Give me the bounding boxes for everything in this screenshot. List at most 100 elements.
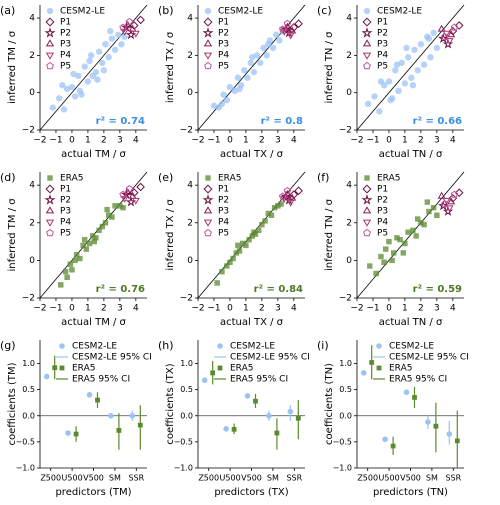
data-point xyxy=(230,255,236,262)
panel-label: (f) xyxy=(317,171,329,184)
data-point xyxy=(102,40,109,48)
y-tick-label: 0.5 xyxy=(22,385,35,394)
data-point xyxy=(424,199,430,205)
x-tick-label: 1 xyxy=(402,136,408,146)
x-tick-label: 3 xyxy=(117,136,123,146)
x-tick-label: 3 xyxy=(434,136,440,146)
data-point xyxy=(214,280,220,286)
x-tick-label: U500 xyxy=(62,474,83,483)
r2-annotation: r² = 0.59 xyxy=(413,284,462,295)
data-point xyxy=(62,269,69,275)
data-point xyxy=(131,30,140,38)
legend-label: CESM2-LE xyxy=(218,7,263,17)
x-tick-label: 4 xyxy=(133,136,139,146)
data-point xyxy=(385,78,393,85)
data-point xyxy=(421,221,427,228)
legend-label: P1 xyxy=(60,18,71,28)
y-tick-label: 4 xyxy=(346,181,352,191)
legend-marker xyxy=(363,228,371,237)
data-point xyxy=(404,54,412,61)
legend-label: P3 xyxy=(60,207,71,217)
y-tick-label: 0 xyxy=(346,88,352,98)
legend-label: CESM2-LE 95% CI xyxy=(72,353,152,363)
y-tick-label: 0.5 xyxy=(180,385,193,394)
data-point xyxy=(371,93,378,100)
data-point xyxy=(442,38,454,49)
data-point xyxy=(220,91,227,98)
data-point xyxy=(236,248,243,254)
data-point xyxy=(231,87,238,95)
x-tick-label: V500 xyxy=(83,474,104,483)
legend-label: ERA5 95% CI xyxy=(72,375,130,385)
data-point xyxy=(125,184,134,193)
coefficient-point xyxy=(65,430,71,436)
data-point xyxy=(78,91,85,98)
legend-label: ERA5 xyxy=(389,364,412,374)
data-point xyxy=(235,242,241,249)
data-point xyxy=(86,240,93,247)
legend-marker xyxy=(205,175,211,181)
panel-label: (i) xyxy=(317,339,329,352)
x-tick-label: 1 xyxy=(85,304,91,314)
data-point xyxy=(102,220,109,226)
x-tick-label: SM xyxy=(109,474,121,483)
x-tick-label: U500 xyxy=(220,474,241,483)
data-point xyxy=(409,82,417,89)
legend-label: ERA5 xyxy=(230,364,253,374)
y-tick-label: 0.0 xyxy=(22,411,35,420)
data-point xyxy=(219,269,225,275)
legend-label: ERA5 xyxy=(60,174,83,184)
legend-label: P5 xyxy=(218,229,229,239)
x-tick-label: 0 xyxy=(69,304,75,314)
data-point xyxy=(294,19,303,29)
data-point xyxy=(450,23,459,31)
data-point xyxy=(367,263,373,269)
data-point xyxy=(49,104,56,111)
data-point xyxy=(71,93,79,100)
coefficient-point xyxy=(108,412,114,419)
data-point xyxy=(236,85,243,93)
legend-label: P5 xyxy=(377,62,388,72)
data-point xyxy=(108,35,116,42)
y-tick-label: −2 xyxy=(180,126,193,136)
x-tick-label: −1 xyxy=(366,136,379,146)
x-tick-label: −2 xyxy=(350,304,363,314)
legend-marker xyxy=(204,7,212,15)
coefficient-point xyxy=(446,431,453,437)
data-point xyxy=(273,31,280,39)
data-point xyxy=(92,68,100,76)
data-point xyxy=(260,44,267,52)
legend-label: CESM2-LE xyxy=(60,7,105,17)
y-axis-label: inferred TN / σ xyxy=(324,198,335,271)
y-tick-label: 1.0 xyxy=(180,359,193,368)
legend-label: P3 xyxy=(218,207,229,217)
data-point xyxy=(86,57,93,65)
legend-marker xyxy=(46,61,54,70)
y-tick-label: 0 xyxy=(187,88,193,98)
data-point xyxy=(84,78,92,85)
data-point xyxy=(393,61,401,68)
data-point xyxy=(294,186,303,196)
data-point xyxy=(401,80,409,87)
data-point xyxy=(99,59,106,67)
data-point xyxy=(414,67,421,74)
y-axis-label: coefficients (TN) xyxy=(324,363,335,445)
data-point xyxy=(397,237,403,243)
legend-label: P4 xyxy=(60,51,71,61)
legend-marker xyxy=(59,365,65,371)
coefficient-point xyxy=(287,408,294,415)
data-point xyxy=(398,59,405,67)
legend-marker xyxy=(45,17,55,27)
y-tick-label: 4 xyxy=(29,181,35,191)
legend-marker xyxy=(45,206,55,214)
x-tick-label: −1 xyxy=(207,304,220,314)
data-point xyxy=(247,59,254,67)
data-point xyxy=(395,87,402,95)
legend-marker xyxy=(362,52,372,60)
coefficient-point xyxy=(433,423,439,429)
data-point xyxy=(283,19,292,27)
data-point xyxy=(107,27,114,35)
data-point xyxy=(119,190,127,198)
data-point xyxy=(72,257,78,264)
